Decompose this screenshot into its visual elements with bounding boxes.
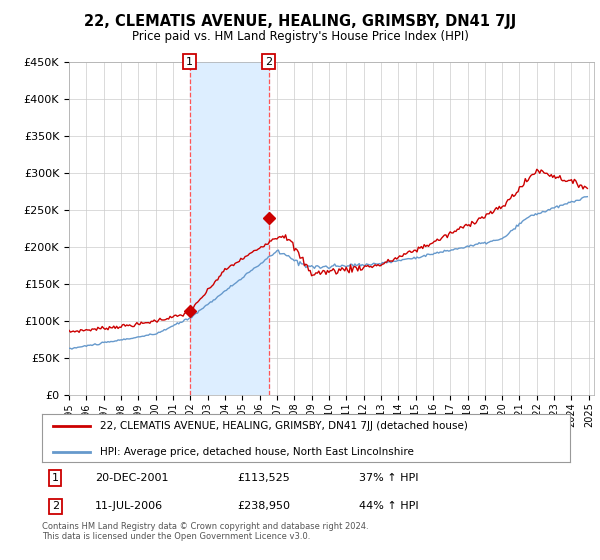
Text: £113,525: £113,525: [238, 473, 290, 483]
Text: 20-DEC-2001: 20-DEC-2001: [95, 473, 168, 483]
Text: HPI: Average price, detached house, North East Lincolnshire: HPI: Average price, detached house, Nort…: [100, 446, 414, 456]
Text: 22, CLEMATIS AVENUE, HEALING, GRIMSBY, DN41 7JJ (detached house): 22, CLEMATIS AVENUE, HEALING, GRIMSBY, D…: [100, 421, 468, 431]
Text: 2: 2: [265, 57, 272, 67]
Text: 1: 1: [52, 473, 59, 483]
Bar: [190, 62, 269, 395]
Text: 11-JUL-2006: 11-JUL-2006: [95, 501, 163, 511]
Text: 2: 2: [52, 501, 59, 511]
Text: 22, CLEMATIS AVENUE, HEALING, GRIMSBY, DN41 7JJ: 22, CLEMATIS AVENUE, HEALING, GRIMSBY, D…: [84, 14, 516, 29]
Text: Contains HM Land Registry data © Crown copyright and database right 2024.
This d: Contains HM Land Registry data © Crown c…: [42, 522, 368, 542]
Text: 1: 1: [186, 57, 193, 67]
Text: Price paid vs. HM Land Registry's House Price Index (HPI): Price paid vs. HM Land Registry's House …: [131, 30, 469, 43]
Text: 37% ↑ HPI: 37% ↑ HPI: [359, 473, 418, 483]
Text: £238,950: £238,950: [238, 501, 290, 511]
Text: 44% ↑ HPI: 44% ↑ HPI: [359, 501, 418, 511]
